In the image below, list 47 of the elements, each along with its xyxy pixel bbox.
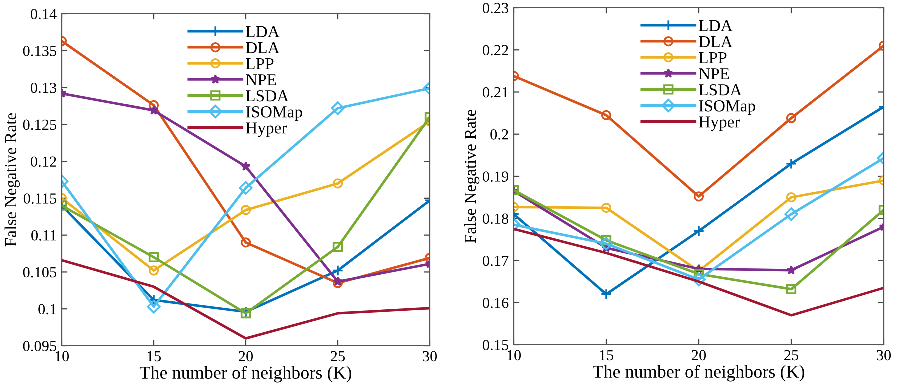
x-tick-label: 15 [600, 350, 614, 361]
y-tick-label: 0.21 [482, 87, 508, 98]
y-tick-label: 0.22 [482, 45, 508, 56]
x-tick-label: 30 [423, 351, 438, 362]
x-tick-label: 30 [877, 350, 892, 361]
y-tick-label: 0.14 [30, 9, 57, 20]
x-axis-title: The number of neighbors (K) [593, 365, 805, 382]
x-axis-title: The number of neighbors (K) [140, 366, 352, 383]
y-tick-label: 0.1 [38, 304, 56, 315]
y-tick-label: 0.23 [482, 3, 509, 14]
legend-label: ISOMap [699, 100, 756, 116]
legend-label: DLA [699, 36, 733, 48]
y-tick-label: 0.2 [490, 130, 508, 140]
legend-label: LDA [246, 26, 280, 38]
y-tick-label: 0.17 [482, 256, 509, 266]
legend-label: ISOMap [246, 106, 302, 122]
y-tick-label: 0.19 [482, 172, 509, 182]
y-tick-label: 0.18 [482, 214, 509, 224]
legend-label: NPE [246, 74, 276, 86]
y-axis-title: False Negative Rate [464, 110, 480, 244]
x-tick-label: 10 [56, 351, 70, 362]
y-tick-label: 0.115 [24, 194, 57, 204]
legend-label: LDA [699, 20, 733, 32]
y-tick-label: 0.12 [30, 156, 56, 168]
y-tick-label: 0.13 [30, 82, 57, 94]
y-tick-label: 0.125 [23, 120, 57, 130]
legend-label: Hyper [699, 116, 740, 132]
legend-label: NPE [699, 68, 730, 80]
y-tick-label: 0.135 [23, 46, 57, 56]
x-tick-label: 25 [331, 351, 346, 362]
x-tick-label: 10 [508, 350, 522, 361]
x-tick-label: 15 [148, 351, 162, 362]
legend-label: Hyper [246, 122, 288, 138]
x-tick-label: 25 [784, 350, 799, 361]
legend-label: LSDA [246, 90, 290, 102]
y-axis-title: False Negative Rate [4, 113, 20, 247]
x-tick-label: 20 [239, 351, 254, 362]
legend-label: DLA [246, 42, 280, 54]
legend-label: LPP [699, 52, 727, 64]
y-tick-label: 0.15 [482, 340, 509, 351]
legend-label: LSDA [699, 84, 742, 96]
legend-label: LPP [246, 58, 274, 70]
y-tick-label: 0.16 [482, 298, 509, 308]
y-tick-label: 0.095 [23, 341, 57, 352]
y-tick-label: 0.105 [23, 267, 57, 278]
y-tick-label: 0.11 [32, 230, 56, 241]
x-tick-label: 20 [692, 350, 706, 361]
